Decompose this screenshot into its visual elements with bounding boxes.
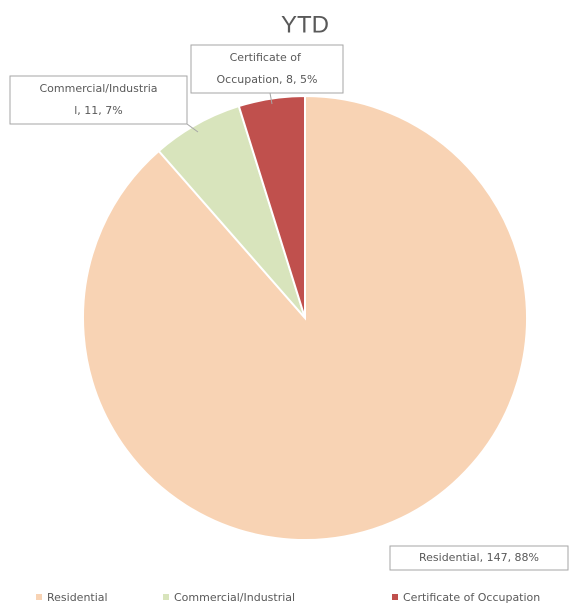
data-label-line: Occupation, 8, 5% — [217, 73, 318, 86]
data-label-box — [190, 44, 344, 94]
chart-title: YTD — [281, 11, 329, 38]
data-label: Commercial/Industria l, 11, 7% — [39, 82, 157, 117]
data-label: Certificate of Occupation, 8, 5% — [217, 51, 318, 86]
leader-line — [269, 92, 273, 105]
legend-swatch — [36, 594, 42, 600]
legend-label: Residential — [47, 591, 108, 604]
legend-swatch — [392, 594, 398, 600]
leader-line — [186, 123, 199, 133]
data-label-box — [389, 545, 569, 571]
legend-swatch — [163, 594, 169, 600]
legend-label: Commercial/Industrial — [174, 591, 295, 604]
pie-slice — [237, 94, 306, 319]
legend-label: Certificate of Occupation — [403, 591, 540, 604]
data-label-line: l, 11, 7% — [74, 104, 123, 117]
data-label: Residential, 147, 88% — [419, 551, 539, 564]
data-label-box — [9, 75, 188, 125]
data-label-line: Commercial/Industria — [39, 82, 157, 95]
data-label-line: Certificate of — [230, 51, 305, 64]
